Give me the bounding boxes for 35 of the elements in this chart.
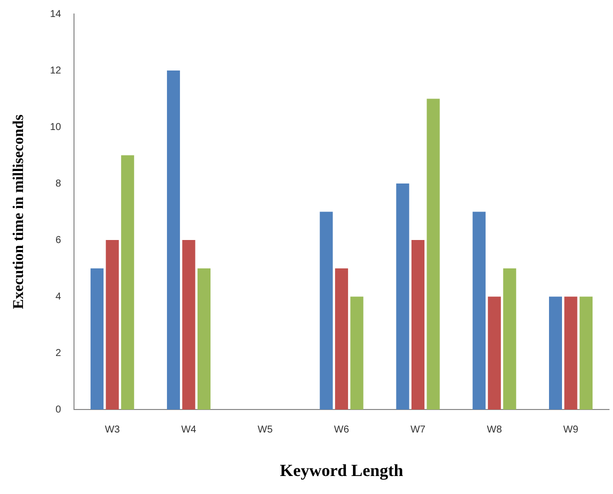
bar	[320, 212, 333, 410]
bar	[472, 212, 486, 410]
y-tick-label: 0	[56, 404, 62, 416]
y-tick-label: 10	[50, 122, 62, 133]
bar	[335, 268, 348, 410]
bar	[350, 296, 364, 410]
y-tick-label: 14	[50, 8, 62, 20]
bar	[106, 240, 119, 410]
bar	[411, 240, 424, 410]
bar	[198, 268, 211, 410]
bar	[426, 98, 440, 410]
bar	[549, 296, 562, 410]
bar	[396, 184, 410, 410]
y-axis-title: Execution time in milliseconds	[10, 114, 27, 310]
x-tick-label: W3	[104, 424, 120, 436]
bar	[580, 296, 593, 410]
bar	[182, 240, 196, 410]
y-tick-label: 6	[56, 234, 62, 246]
y-tick-label: 8	[56, 178, 62, 190]
y-tick-label: 4	[56, 291, 62, 302]
bar	[121, 155, 134, 410]
x-tick-label: W6	[334, 424, 350, 436]
bar	[564, 296, 578, 410]
bar	[166, 70, 180, 410]
bar	[90, 268, 104, 410]
y-tick-label: 2	[56, 348, 62, 359]
x-axis-title: Keyword Length	[280, 461, 404, 480]
x-tick-label: W9	[563, 424, 579, 436]
x-tick-label: W8	[486, 424, 502, 436]
bar	[488, 296, 501, 410]
bar	[503, 268, 516, 410]
x-tick-label: W4	[181, 424, 197, 436]
x-tick-label: W5	[258, 424, 274, 436]
x-tick-label: W7	[410, 424, 426, 436]
y-tick-label: 12	[50, 65, 62, 76]
